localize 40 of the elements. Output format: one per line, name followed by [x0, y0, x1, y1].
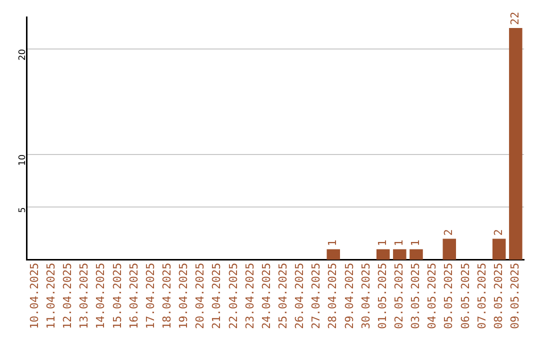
x-tick-label: 24.04.2025 [260, 262, 273, 330]
data-label: 2 [492, 229, 505, 236]
x-tick-label: 25.04.2025 [276, 262, 290, 330]
x-tick-label: 04.05.2025 [426, 262, 439, 330]
data-label: 1 [409, 240, 422, 246]
x-tick-label: 18.04.2025 [160, 262, 174, 330]
y-tick-label: 10 [18, 154, 28, 166]
x-tick-label: 22.04.2025 [226, 262, 240, 330]
data-label: 1 [392, 240, 406, 246]
x-tick-label: 01.05.2025 [376, 262, 389, 330]
x-tick-label: 09.05.2025 [508, 262, 522, 330]
x-tick-label: 06.05.2025 [458, 262, 472, 330]
x-tick-label: 15.04.2025 [110, 262, 124, 330]
x-tick-label: 29.04.2025 [342, 262, 356, 330]
data-label: 1 [376, 240, 389, 246]
x-tick-label: 27.04.2025 [310, 262, 323, 330]
x-tick-label: 11.04.2025 [44, 262, 58, 330]
x-tick-label: 17.04.2025 [144, 262, 157, 330]
x-tick-label: 07.05.2025 [475, 262, 488, 330]
x-tick-label: 16.04.2025 [127, 262, 140, 330]
x-tick-label: 21.04.2025 [210, 262, 224, 330]
x-tick-label: 30.04.2025 [359, 262, 372, 330]
y-tick-label: 5 [18, 207, 28, 213]
x-tick-label: 20.04.2025 [194, 262, 207, 330]
data-label: 1 [326, 240, 340, 246]
x-tick-label: 05.05.2025 [442, 262, 456, 330]
y-tick-label: 20 [18, 48, 28, 60]
x-tick-label: 03.05.2025 [409, 262, 422, 330]
x-tick-label: 19.04.2025 [177, 262, 190, 330]
x-tick-label: 08.05.2025 [492, 262, 505, 330]
x-tick-label: 02.05.2025 [392, 262, 406, 330]
data-label: 22 [508, 12, 522, 25]
x-tick-label: 14.04.2025 [94, 262, 108, 330]
x-tick-label: 10.04.2025 [28, 262, 41, 330]
x-tick-label: 26.04.2025 [293, 262, 306, 330]
x-tick-label: 13.04.2025 [78, 262, 91, 330]
x-tick-label: 28.04.2025 [326, 262, 340, 330]
data-label: 2 [442, 229, 456, 236]
x-tick-label: 23.04.2025 [243, 262, 256, 330]
x-tick-label: 12.04.2025 [61, 262, 74, 330]
